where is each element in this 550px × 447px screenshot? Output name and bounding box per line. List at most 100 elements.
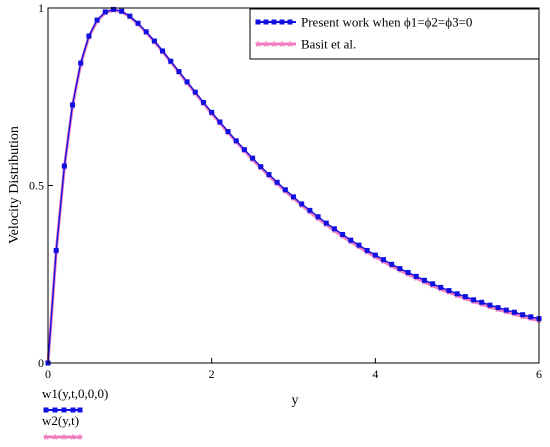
- series-1-point: [143, 29, 149, 35]
- trace-swatch-marker: [51, 433, 59, 440]
- trace-label-2: w2(y,t): [42, 413, 84, 440]
- series-1-point: [315, 214, 321, 220]
- legend-label: Basit et al.: [301, 37, 356, 52]
- y-tick-label: 0.5: [29, 179, 44, 193]
- series-1-point: [217, 119, 223, 125]
- series-1-point: [511, 309, 517, 315]
- x-tick-label: 6: [536, 367, 542, 381]
- series-1-point: [282, 187, 288, 193]
- trace-labels: w1(y,t,0,0,0) w2(y,t): [42, 386, 108, 440]
- trace-swatch-marker: [43, 407, 49, 413]
- series-1-point: [274, 179, 280, 185]
- series-1-point: [381, 257, 387, 263]
- legend-swatch-marker: [254, 40, 262, 47]
- legend-swatch-marker: [271, 19, 277, 25]
- series-1-point: [78, 60, 84, 66]
- y-tick-label: 1: [38, 1, 44, 15]
- series-1-point: [389, 261, 395, 267]
- series-1-point: [421, 277, 427, 283]
- x-axis-label: y: [292, 393, 299, 408]
- legend-entry-1: Present work when ϕ1=ϕ2=ϕ3=0: [255, 15, 472, 30]
- legend-swatch-marker: [278, 40, 286, 47]
- series-1-point: [364, 247, 370, 253]
- series-1-point: [168, 58, 174, 64]
- trace-swatch-marker: [61, 407, 67, 413]
- legend: Present work when ϕ1=ϕ2=ϕ3=0 Basit et al.: [249, 8, 540, 60]
- series-1-point: [53, 247, 59, 253]
- series-1-point: [192, 89, 198, 95]
- legend-entry-2: Basit et al.: [254, 37, 356, 52]
- series-1-point: [184, 79, 190, 85]
- series-1-point: [266, 171, 272, 177]
- series-1-point: [356, 242, 362, 248]
- series-1: [45, 6, 542, 366]
- series-1-point: [258, 164, 264, 170]
- trace-swatch-marker: [69, 433, 77, 440]
- trace-label-text: w1(y,t,0,0,0): [42, 386, 108, 401]
- series-1-point: [119, 8, 125, 14]
- trace-swatch-marker: [42, 433, 50, 440]
- series-1-point: [250, 155, 256, 161]
- legend-swatch-marker: [287, 19, 293, 25]
- series-1-point: [160, 48, 166, 54]
- series-1-point: [348, 237, 354, 243]
- data-marks: [44, 6, 543, 366]
- series-1-point: [340, 231, 346, 237]
- series-1-point: [102, 9, 108, 15]
- series-1-point: [495, 305, 501, 311]
- x-tick-label: 2: [209, 367, 215, 381]
- legend-label: Present work when ϕ1=ϕ2=ϕ3=0: [301, 15, 472, 30]
- series-1-point: [127, 13, 133, 19]
- series-1-point: [307, 207, 313, 213]
- y-tick-label: 0: [38, 356, 44, 370]
- x-tick-label: 4: [372, 367, 378, 381]
- series-1-point: [397, 266, 403, 272]
- legend-swatch-marker: [270, 40, 278, 47]
- series-1-point: [331, 226, 337, 232]
- series-1-point: [225, 129, 231, 135]
- series-1-point: [372, 252, 378, 258]
- y-axis-label: Velocity Distribution: [7, 126, 22, 244]
- series-1-point: [479, 299, 485, 305]
- series-1-point: [110, 6, 116, 12]
- legend-swatch-marker: [279, 19, 285, 25]
- series-1-point: [520, 312, 526, 318]
- series-1-point: [503, 307, 509, 313]
- series-1-point: [405, 269, 411, 275]
- trace-label-1: w1(y,t,0,0,0): [42, 386, 108, 413]
- series-1-point: [151, 38, 157, 44]
- series-1-point: [176, 69, 182, 75]
- series-1-point: [446, 288, 452, 294]
- axis-ticks: 0 2 4 6 0 0.5 1: [29, 1, 542, 381]
- series-1-point: [233, 138, 239, 144]
- series-1-point: [323, 220, 329, 226]
- trace-label-text: w2(y,t): [42, 413, 79, 428]
- series-1-point: [291, 194, 296, 200]
- trace-swatch-marker: [52, 407, 58, 413]
- series-1-point: [209, 109, 215, 115]
- x-tick-label: 0: [45, 367, 51, 381]
- series-1-point: [61, 163, 67, 169]
- series-1-point: [471, 297, 477, 303]
- series-1-point: [299, 201, 305, 207]
- series-1-point: [135, 20, 141, 26]
- trace-swatch-marker: [77, 407, 83, 413]
- series-1-point: [528, 314, 534, 320]
- trace-swatch-marker: [76, 433, 84, 440]
- series-1-point: [438, 284, 444, 290]
- series-1-point: [200, 99, 206, 105]
- series-1-point: [86, 33, 92, 39]
- trace-swatch-marker: [70, 407, 76, 413]
- series-1-point: [454, 291, 460, 297]
- series-1-point: [462, 294, 468, 300]
- series-1-point: [241, 147, 247, 153]
- series-1-point: [413, 273, 419, 279]
- legend-swatch-marker: [263, 19, 269, 25]
- series-1-point: [94, 17, 100, 23]
- legend-swatch-marker: [286, 40, 294, 47]
- series-1-point: [70, 102, 76, 108]
- legend-swatch-marker: [255, 19, 261, 25]
- legend-box: [249, 8, 540, 60]
